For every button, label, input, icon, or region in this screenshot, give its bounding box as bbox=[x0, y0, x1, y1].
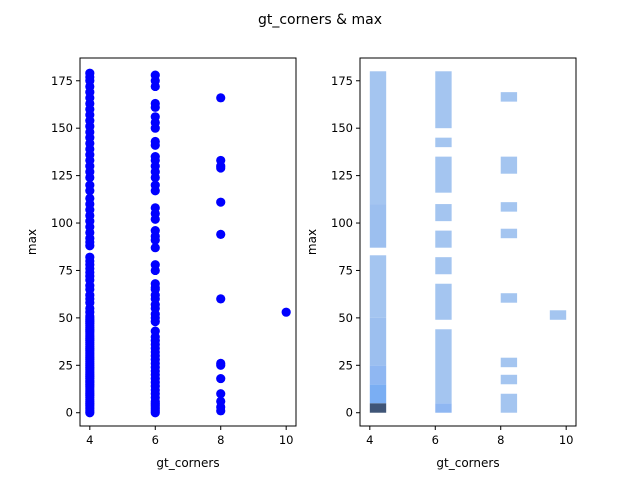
x-tick-label: 4 bbox=[366, 433, 373, 447]
scatter-point bbox=[216, 229, 226, 240]
y-tick-label: 25 bbox=[338, 358, 353, 372]
histogram-bin bbox=[435, 137, 452, 148]
scatter-xlabel: gt_corners bbox=[156, 456, 219, 470]
scatter-point bbox=[150, 112, 160, 122]
scatter-point bbox=[216, 294, 226, 304]
y-tick-label: 0 bbox=[346, 406, 353, 420]
scatter-point bbox=[150, 180, 160, 190]
scatter-point bbox=[85, 193, 95, 203]
x-tick-label: 10 bbox=[279, 433, 294, 447]
x-tick-label: 8 bbox=[497, 433, 504, 447]
scatter-axes-frame bbox=[79, 57, 297, 427]
scatter-point bbox=[150, 326, 160, 336]
x-tick-label: 6 bbox=[432, 433, 439, 447]
histogram-bin bbox=[435, 71, 452, 129]
histogram-bin bbox=[369, 204, 387, 248]
histogram-bin bbox=[435, 156, 452, 193]
histogram-bin bbox=[500, 92, 518, 102]
histogram-bin bbox=[500, 393, 518, 413]
histogram-bin bbox=[500, 156, 518, 174]
histogram-bin bbox=[435, 257, 452, 275]
scatter-point bbox=[85, 68, 95, 78]
y-tick-label: 25 bbox=[58, 358, 73, 372]
figure-suptitle: gt_corners & max bbox=[258, 12, 382, 28]
histogram-bins-layer bbox=[369, 71, 567, 413]
histogram-bin bbox=[369, 71, 387, 205]
y-tick-label: 100 bbox=[51, 216, 73, 230]
scatter-point bbox=[150, 152, 160, 162]
histogram-bin bbox=[369, 384, 387, 404]
y-tick-label: 75 bbox=[338, 263, 353, 277]
histogram-bin bbox=[500, 374, 518, 385]
histogram-bin bbox=[549, 310, 567, 320]
scatter-point bbox=[85, 252, 95, 262]
histogram-bin bbox=[369, 255, 387, 318]
y-tick-label: 125 bbox=[51, 169, 73, 183]
scatter-point bbox=[150, 243, 160, 253]
scatter-point bbox=[150, 279, 160, 289]
y-tick-label: 175 bbox=[331, 74, 353, 88]
histogram-axes-frame bbox=[359, 57, 577, 427]
y-tick-label: 50 bbox=[338, 311, 353, 325]
scatter-point bbox=[281, 307, 291, 317]
histogram-bin bbox=[500, 202, 518, 212]
y-tick-label: 125 bbox=[331, 169, 353, 183]
histogram-bin bbox=[435, 204, 452, 222]
scatter-point bbox=[150, 226, 160, 236]
scatter-point bbox=[216, 197, 226, 207]
histogram-bin bbox=[369, 403, 387, 413]
scatter-point bbox=[216, 373, 226, 384]
y-tick-label: 50 bbox=[58, 311, 73, 325]
x-tick-label: 6 bbox=[152, 433, 159, 447]
scatter-point bbox=[150, 136, 160, 147]
histogram-xlabel: gt_corners bbox=[436, 456, 499, 470]
scatter-point bbox=[150, 203, 160, 213]
scatter-point bbox=[150, 98, 160, 109]
x-tick-label: 10 bbox=[559, 433, 574, 447]
histogram-ylabel: max bbox=[305, 229, 319, 255]
x-tick-label: 8 bbox=[217, 433, 224, 447]
scatter-point bbox=[85, 180, 95, 190]
y-tick-label: 75 bbox=[58, 263, 73, 277]
y-tick-label: 175 bbox=[51, 74, 73, 88]
scatter-point bbox=[216, 358, 226, 369]
histogram-bin bbox=[435, 283, 452, 320]
histogram-bin bbox=[435, 329, 452, 404]
y-tick-label: 150 bbox=[331, 121, 353, 135]
histogram-bin bbox=[369, 365, 387, 385]
histogram-bin bbox=[435, 403, 452, 413]
histogram-bin bbox=[369, 317, 387, 366]
scatter-points-layer bbox=[85, 68, 291, 418]
scatter-point bbox=[216, 396, 226, 406]
y-tick-label: 100 bbox=[331, 216, 353, 230]
x-tick-label: 4 bbox=[86, 433, 93, 447]
histogram-bin bbox=[500, 357, 518, 368]
scatter-point bbox=[216, 155, 226, 166]
scatter-ylabel: max bbox=[25, 229, 39, 255]
histogram-bin bbox=[500, 293, 518, 303]
y-tick-label: 150 bbox=[51, 121, 73, 135]
scatter-point bbox=[216, 389, 226, 399]
scatter-point bbox=[150, 260, 160, 270]
scatter-point bbox=[216, 93, 226, 103]
y-tick-label: 0 bbox=[66, 406, 73, 420]
scatter-point bbox=[150, 70, 160, 80]
histogram-bin bbox=[435, 230, 452, 248]
histogram-bin bbox=[500, 228, 518, 239]
